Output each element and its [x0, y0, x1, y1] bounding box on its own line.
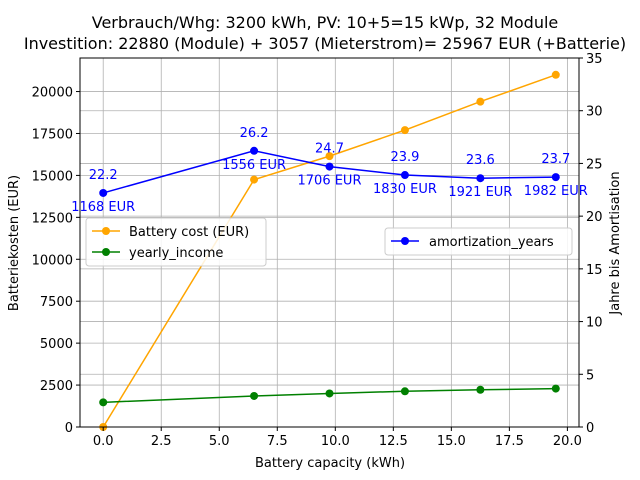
x-tick-label: 2.5 [151, 434, 172, 449]
data-point [551, 173, 560, 182]
data-point [250, 175, 259, 184]
legend-label-amortization: amortization_years [429, 235, 554, 250]
data-point [99, 398, 108, 407]
y-axis-label: Batteriekosten (EUR) [7, 175, 22, 311]
annotation-years: 24.7 [315, 142, 344, 157]
annotation-years: 23.7 [541, 152, 570, 167]
series-line-amortization-years [103, 150, 556, 194]
y-right-tick-label: 30 [586, 105, 603, 120]
legend-marker-amortization [401, 237, 409, 245]
y-tick-label: 17500 [32, 127, 73, 142]
data-point [400, 126, 409, 135]
annotation-income: 1982 EUR [524, 184, 588, 199]
data-point [400, 171, 409, 180]
y-right-tick-label: 20 [586, 210, 603, 225]
data-point [325, 162, 334, 171]
y-tick-label: 20000 [32, 86, 73, 101]
annotation-income: 1706 EUR [298, 174, 362, 189]
data-point [476, 385, 485, 394]
annotation-income: 1556 EUR [222, 158, 286, 173]
x-tick-label: 5.0 [209, 434, 230, 449]
y-right-tick-label: 35 [586, 52, 603, 67]
legend-left: Battery cost (EUR) yearly_income [85, 217, 267, 267]
data-point [476, 174, 485, 183]
y-tick-label: 7500 [40, 295, 73, 310]
plot-frame [79, 57, 580, 428]
annotation-years: 23.9 [390, 150, 419, 165]
x-tick-label: 20.0 [553, 434, 582, 449]
y-right-tick-label: 5 [586, 368, 594, 383]
chart-subtitle: Investition: 22880 (Module) + 3057 (Miet… [24, 34, 626, 53]
data-point [400, 387, 409, 396]
legend-marker-battery-cost [102, 227, 110, 235]
legend-label-battery-cost: Battery cost (EUR) [129, 225, 249, 240]
legend-left-box [85, 217, 267, 267]
data-point [325, 152, 334, 161]
y-tick-label: 0 [65, 421, 73, 436]
annotation-income: 1168 EUR [71, 200, 135, 215]
data-point [476, 97, 485, 106]
y-right-tick-label: 15 [586, 263, 603, 278]
y-right-tick-label: 25 [586, 157, 603, 172]
x-tick-label: 10.0 [321, 434, 350, 449]
x-tick-label: 0.0 [93, 434, 114, 449]
legend-right: amortization_years [384, 227, 573, 256]
x-tick-label: 7.5 [267, 434, 288, 449]
y-right-tick-label: 10 [586, 316, 603, 331]
legend-right-box [384, 227, 573, 256]
y-tick-label: 10000 [32, 253, 73, 268]
series-line-yearly-income [103, 387, 556, 404]
data-point [551, 384, 560, 393]
y-right-tick-label: 0 [586, 421, 594, 436]
x-tick-label: 12.5 [379, 434, 408, 449]
data-point [551, 70, 560, 79]
x-tick-label: 17.5 [495, 434, 524, 449]
annotation-income: 1830 EUR [373, 182, 437, 197]
data-point [325, 389, 334, 398]
y-tick-label: 15000 [32, 169, 73, 184]
annotation-years: 22.2 [89, 168, 118, 183]
legend-marker-yearly-income [102, 248, 110, 256]
y-tick-label: 2500 [40, 379, 73, 394]
grid [80, 57, 579, 428]
y-tick-label: 12500 [32, 211, 73, 226]
x-axis-label: Battery capacity (kWh) [255, 456, 405, 471]
ticks: 0.0 2.5 5.0 7.5 10.0 12.5 15.0 17.5 20.0 0 2500 500… [32, 52, 603, 449]
annotation-years: 23.6 [466, 153, 495, 168]
legend-label-yearly-income: yearly_income [129, 246, 223, 261]
annotation-years: 26.2 [240, 126, 269, 141]
y-axis-right-label: Jahre bis Amortisation [608, 171, 623, 315]
chart-title: Verbrauch/Whg: 3200 kWh, PV: 10+5=15 kWp… [92, 13, 559, 32]
x-tick-label: 15.0 [437, 434, 466, 449]
data-point [99, 188, 108, 197]
y-tick-label: 5000 [40, 337, 73, 352]
annotation-income: 1921 EUR [448, 185, 512, 200]
data-point [250, 146, 259, 155]
annotations: 22.2 1168 EUR 26.2 1556 EUR 24.7 1706 EUR 23.9… [71, 126, 588, 215]
data-point [250, 391, 259, 400]
